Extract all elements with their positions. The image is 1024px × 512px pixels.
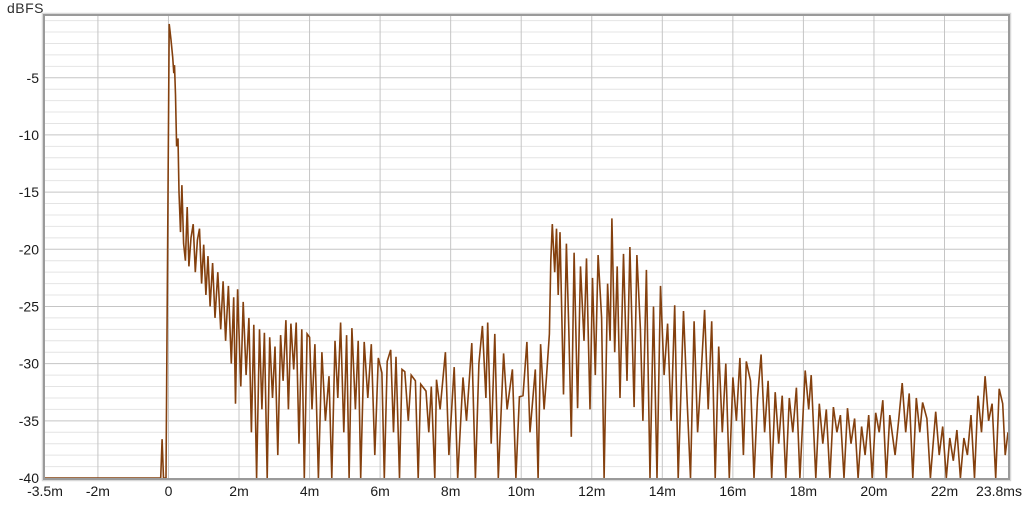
x-tick-label: 20m: [860, 483, 887, 499]
x-tick-label: 23.8ms: [976, 483, 1022, 499]
x-tick-label: 0: [165, 483, 173, 499]
y-tick-label: -40: [19, 470, 39, 486]
x-tick-label: 8m: [441, 483, 460, 499]
x-tick-label: 2m: [229, 483, 248, 499]
y-tick-label: -25: [19, 298, 39, 314]
x-tick-label: 10m: [508, 483, 535, 499]
x-tick-label: -3.5m: [27, 483, 63, 499]
y-axis-title: dBFS: [7, 0, 45, 16]
y-tick-label: -30: [19, 356, 39, 372]
x-tick-label: 16m: [719, 483, 746, 499]
plot-border: [43, 14, 1010, 480]
y-tick-label: -10: [19, 127, 39, 143]
x-tick-label: 22m: [931, 483, 958, 499]
x-tick-label: 6m: [370, 483, 389, 499]
y-tick-label: -35: [19, 413, 39, 429]
x-tick-label: 12m: [578, 483, 605, 499]
etc-trace: [45, 23, 1008, 478]
y-tick-label: -15: [19, 184, 39, 200]
x-tick-label: 14m: [649, 483, 676, 499]
x-tick-label: 18m: [790, 483, 817, 499]
y-tick-label: -5: [27, 70, 40, 86]
x-tick-label: 4m: [300, 483, 319, 499]
x-tick-label: -2m: [86, 483, 110, 499]
plot-border-highlight: [41, 12, 1012, 482]
y-tick-label: -20: [19, 241, 39, 257]
